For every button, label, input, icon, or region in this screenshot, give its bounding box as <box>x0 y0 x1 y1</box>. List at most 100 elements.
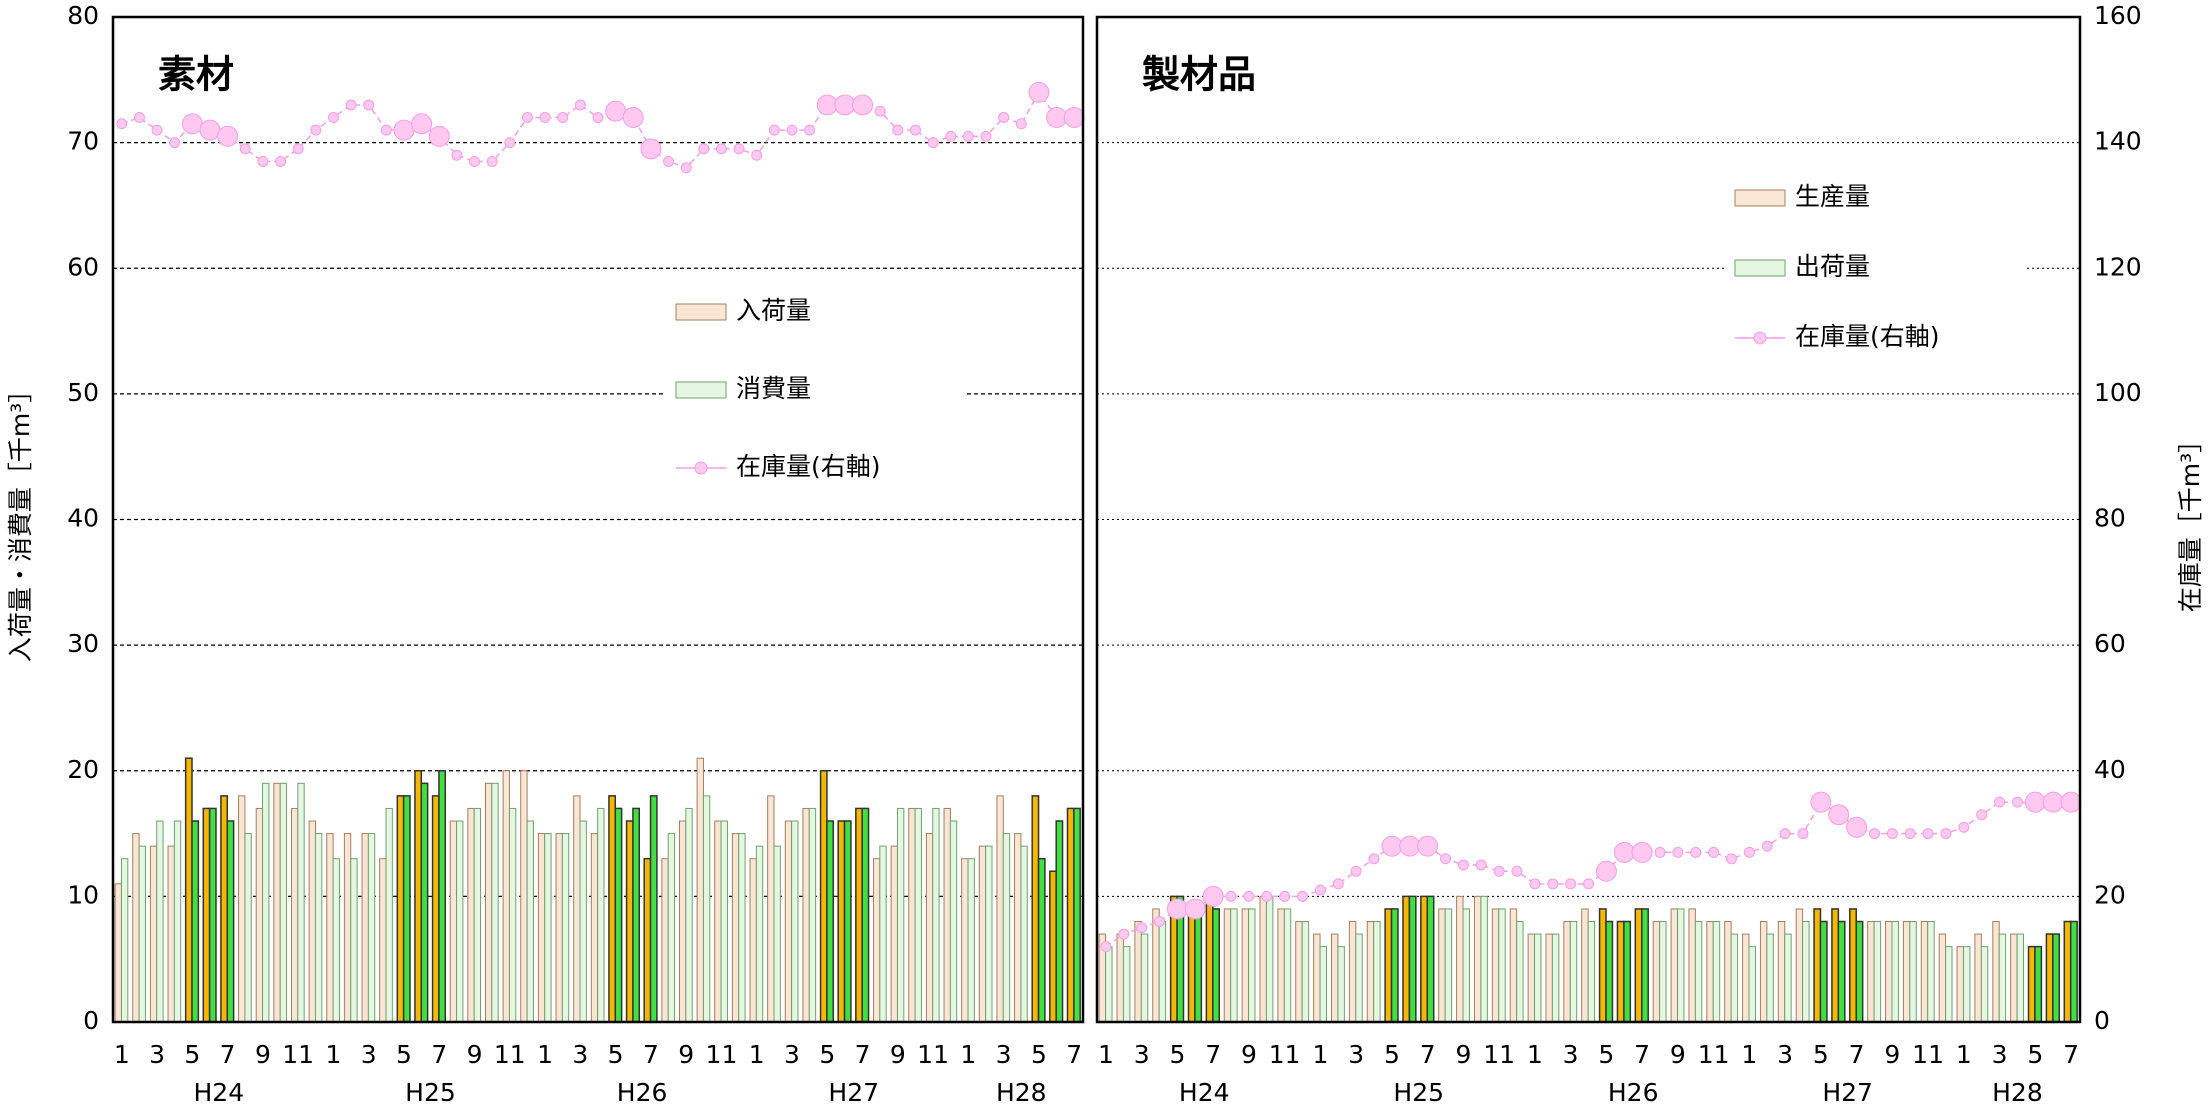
bar <box>1491 908 1500 1023</box>
line-marker <box>640 138 662 160</box>
line-marker <box>217 125 239 147</box>
x-tick-label: 7 <box>1634 1040 1650 1069</box>
bar <box>1438 908 1446 1023</box>
x-tick-label: 3 <box>361 1040 377 1069</box>
bar <box>908 807 916 1023</box>
bar <box>1605 920 1614 1023</box>
y-tick-label: 20 <box>67 755 99 784</box>
line-marker <box>680 162 692 174</box>
bar <box>238 795 246 1023</box>
bar <box>1956 946 1964 1023</box>
line-marker <box>1846 816 1868 838</box>
x-tick-label: 3 <box>1134 1040 1150 1069</box>
bar <box>449 820 458 1023</box>
x-tick-label: 7 <box>431 1040 447 1069</box>
x-tick-label: 1 <box>326 1040 342 1069</box>
bar <box>1759 921 1768 1023</box>
line-marker <box>2011 796 2023 808</box>
line-marker <box>1368 853 1380 865</box>
line-marker <box>1046 107 1068 128</box>
bar <box>696 757 704 1023</box>
x-tick-label: 3 <box>1563 1040 1579 1069</box>
line-marker <box>1868 828 1880 840</box>
line-marker <box>363 99 375 111</box>
x-tick-label: 9 <box>890 1040 906 1069</box>
line-marker <box>1202 885 1224 907</box>
y-tick-label: 60 <box>67 252 99 281</box>
line-marker <box>539 112 551 123</box>
bar <box>749 858 757 1023</box>
legend-label: 在庫量(右軸) <box>736 452 881 481</box>
bar <box>1777 921 1786 1023</box>
x-tick-label: 5 <box>2027 1040 2043 1069</box>
x-tick-label: 3 <box>572 1040 588 1069</box>
x-tick-label: 5 <box>1031 1040 1047 1069</box>
line-marker <box>998 112 1010 123</box>
x-tick-label: 3 <box>1777 1040 1793 1069</box>
x-tick-label: 5 <box>1598 1040 1614 1069</box>
bar <box>1205 895 1214 1023</box>
bar <box>1724 921 1732 1023</box>
bar <box>608 795 617 1023</box>
bar <box>420 782 429 1023</box>
bar <box>667 833 676 1023</box>
x-group-label: H27 <box>828 1078 879 1107</box>
bar <box>1670 908 1679 1023</box>
bar <box>1277 908 1285 1023</box>
bar <box>661 858 669 1023</box>
line-marker <box>622 107 644 128</box>
bar <box>2034 945 2043 1023</box>
line-marker <box>428 125 450 147</box>
bar <box>1545 933 1553 1023</box>
bar <box>326 833 334 1023</box>
legend-label: 在庫量(右軸) <box>1795 322 1940 351</box>
x-tick-label: 7 <box>1066 1040 1082 1069</box>
bar <box>1295 921 1303 1023</box>
line-marker <box>1381 835 1403 857</box>
bar <box>1384 908 1393 1023</box>
bar <box>861 807 870 1023</box>
line-marker <box>1976 809 1988 821</box>
line-marker <box>1565 878 1577 890</box>
bar <box>361 833 369 1023</box>
bar <box>1849 908 1857 1023</box>
bar <box>273 782 281 1023</box>
bar <box>414 770 423 1023</box>
bar <box>1819 920 1828 1023</box>
line-marker <box>1958 821 1970 833</box>
bar <box>1766 933 1774 1023</box>
bar <box>1473 895 1482 1023</box>
bar <box>755 845 764 1023</box>
bar <box>2063 920 2072 1023</box>
line-marker <box>834 94 856 116</box>
x-tick-label: 5 <box>1169 1040 1185 1069</box>
x-tick-label: 7 <box>1205 1040 1221 1069</box>
bar <box>167 845 175 1023</box>
line-marker <box>380 124 392 136</box>
line-marker <box>1225 890 1237 902</box>
bar <box>431 795 440 1023</box>
x-tick-label: 3 <box>149 1040 165 1069</box>
line-marker <box>852 94 874 116</box>
line-marker <box>1583 878 1594 890</box>
bar <box>1319 946 1327 1023</box>
bar <box>685 807 693 1023</box>
legend-label: 生産量 <box>1795 182 1870 211</box>
bar <box>1420 895 1429 1023</box>
line-marker <box>1028 81 1050 103</box>
bar <box>1313 933 1321 1023</box>
legend-marker <box>1753 331 1767 345</box>
bar <box>1598 908 1607 1023</box>
legend-swatch <box>675 303 727 321</box>
bar <box>597 807 605 1023</box>
line-marker <box>1332 878 1344 890</box>
bar <box>1563 921 1571 1023</box>
bar <box>702 795 711 1023</box>
line-marker <box>1940 828 1952 840</box>
line-marker <box>751 149 763 161</box>
bar <box>1158 921 1167 1023</box>
bar <box>678 820 687 1023</box>
x-group-label: H25 <box>405 1078 456 1107</box>
bar <box>114 883 122 1023</box>
bar <box>967 858 975 1023</box>
